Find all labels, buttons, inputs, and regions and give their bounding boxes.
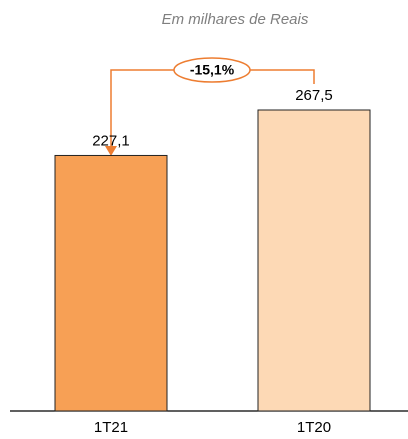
annotation-ellipse	[173, 57, 251, 83]
x-tick-label: 1T21	[94, 419, 128, 436]
arrow-head	[105, 146, 117, 156]
value-label: 267,5	[295, 87, 333, 104]
x-tick-label: 1T20	[297, 419, 331, 436]
annotation-line	[250, 69, 315, 84]
chart-subtitle: Em milhares de Reais	[162, 11, 309, 28]
bar	[257, 109, 371, 412]
bar	[54, 154, 168, 412]
annotation-arrow	[110, 69, 174, 148]
value-label: 227,1	[92, 132, 130, 149]
annotation-text: -15,1%	[190, 62, 235, 78]
